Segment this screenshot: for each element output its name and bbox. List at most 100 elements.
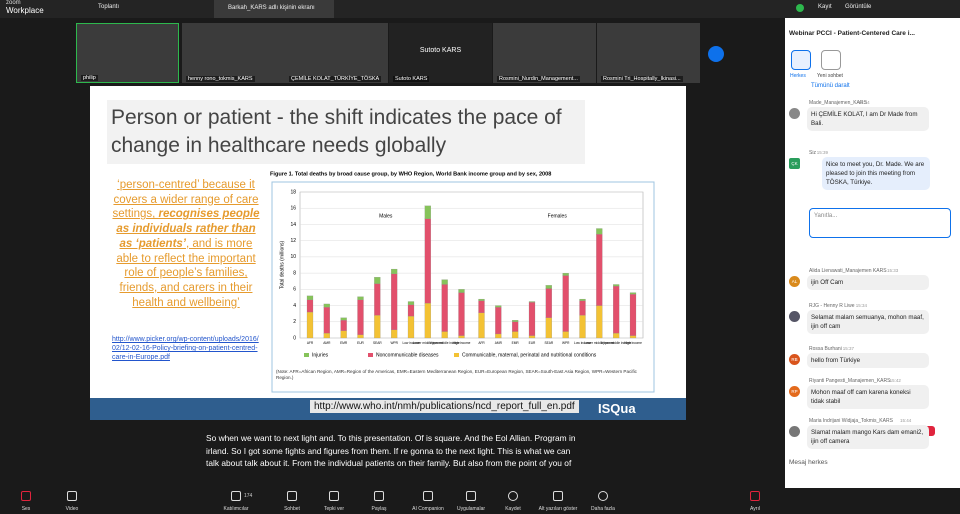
collapse[interactable]: Tümünü daralt bbox=[811, 83, 850, 89]
sender: Alida Lienawati_Manajemen KARS bbox=[809, 268, 887, 274]
bar-segment bbox=[579, 315, 586, 339]
tab-icon[interactable] bbox=[821, 50, 841, 70]
avatar: AL bbox=[789, 276, 800, 287]
bar-segment bbox=[596, 234, 603, 306]
bar-segment bbox=[424, 205, 431, 219]
tab-icon[interactable] bbox=[791, 50, 811, 70]
reply-input[interactable]: Yanıtla... bbox=[809, 208, 951, 238]
x-tick-label: Upper middle income bbox=[601, 341, 631, 345]
toolbar-label[interactable]: Katılımcılar bbox=[223, 506, 249, 512]
bar-segment bbox=[323, 307, 330, 334]
toolbar-label[interactable]: Kaydet bbox=[505, 506, 521, 512]
toolbar-label[interactable]: Tepki ver bbox=[323, 506, 344, 512]
toolbar-label[interactable]: Sohbet bbox=[284, 506, 300, 512]
toolbar-icon[interactable] bbox=[508, 491, 518, 501]
participant-name: Rosmini_Nurdin_Management... bbox=[497, 76, 580, 82]
x-tick-label: Lower middle income bbox=[413, 341, 443, 345]
toolbar: 174 Ses Video Katılımcılar Sohbet Tepki ver P… bbox=[0, 488, 960, 514]
bar-segment bbox=[478, 312, 485, 339]
toolbar-icon[interactable] bbox=[231, 491, 241, 501]
x-tick-label: Low income bbox=[574, 341, 591, 345]
toolbar-icon[interactable] bbox=[329, 491, 339, 501]
toolbar-icon[interactable] bbox=[750, 491, 760, 501]
shield bbox=[796, 4, 804, 12]
bar-segment bbox=[374, 315, 381, 339]
toolbar-label[interactable]: Paylaş bbox=[371, 506, 387, 512]
bar-segment bbox=[629, 335, 637, 339]
participant-name: henny rono_tokmis_KARS bbox=[186, 76, 255, 82]
toolbar-label[interactable]: Ses bbox=[21, 506, 31, 512]
next-page[interactable] bbox=[708, 46, 724, 62]
toolbar-icon[interactable] bbox=[423, 491, 433, 501]
bar-segment bbox=[495, 333, 502, 339]
message: Mohon maaf off cam karena koneksi tidak … bbox=[807, 385, 929, 409]
plot-area bbox=[299, 191, 644, 339]
bar-segment bbox=[441, 331, 448, 339]
chat-input[interactable]: Mesaj herkes bbox=[789, 459, 828, 466]
toolbar-icon[interactable] bbox=[374, 491, 384, 501]
toolbar-label[interactable]: Video bbox=[65, 506, 79, 512]
x-tick-label: SEAR bbox=[544, 341, 553, 345]
view[interactable]: Görüntüle bbox=[845, 4, 872, 10]
time: 15:37 bbox=[842, 346, 855, 351]
avatar: RB bbox=[789, 354, 800, 365]
toolbar-label[interactable]: Uygulamalar bbox=[456, 506, 486, 512]
bar-segment bbox=[391, 268, 398, 275]
group-label: Females bbox=[548, 213, 568, 219]
bar-segment bbox=[357, 299, 364, 335]
toolbar-icon[interactable] bbox=[287, 491, 297, 501]
toolbar-label[interactable]: Daha fazla bbox=[591, 506, 615, 512]
tab[interactable]: Toplantı bbox=[98, 4, 120, 10]
plot-frame bbox=[271, 181, 655, 393]
toolbar-icon[interactable] bbox=[466, 491, 476, 501]
x-tick-label: EUR bbox=[529, 341, 536, 345]
bar-segment bbox=[407, 304, 415, 317]
message: Nice to meet you, Dr. Made. We are pleas… bbox=[822, 157, 930, 190]
bar-segment bbox=[562, 275, 569, 332]
y-tick-label: 14 bbox=[290, 222, 296, 228]
chat-title: Webinar PCCI - Patient-Centered Care i..… bbox=[789, 30, 915, 37]
bar-segment bbox=[424, 303, 431, 339]
x-tick-label: High income bbox=[624, 341, 642, 345]
bar-segment bbox=[323, 303, 330, 308]
bar-segment bbox=[579, 300, 586, 316]
sender: RJG - Henny R Liwe bbox=[809, 303, 855, 309]
toolbar-label[interactable]: Ayrıl bbox=[750, 506, 760, 512]
sender: Riyanti Pangesti_Manajemen_KARS bbox=[809, 378, 891, 384]
message: hello from Türkiye bbox=[807, 353, 929, 368]
time: 15:44 bbox=[900, 418, 912, 423]
record[interactable]: Kayıt bbox=[818, 4, 832, 10]
bar-segment bbox=[562, 331, 569, 339]
bar-segment bbox=[528, 301, 536, 303]
slide-url: http://www.who.int/nmh/publications/ncd_… bbox=[310, 400, 579, 413]
toolbar-icon[interactable] bbox=[21, 491, 31, 501]
toolbar-icon[interactable] bbox=[598, 491, 608, 501]
toolbar-icon[interactable] bbox=[67, 491, 77, 501]
legend-label: Noncommunicable diseases bbox=[376, 352, 439, 358]
bar-segment bbox=[407, 316, 415, 339]
x-tick-label: SEAR bbox=[373, 341, 382, 345]
toolbar-label[interactable]: AI Companion bbox=[412, 506, 444, 512]
x-tick-label: EUR bbox=[357, 341, 364, 345]
bar-segment bbox=[340, 317, 347, 321]
tab-label[interactable]: Herkes bbox=[790, 73, 806, 79]
text-part: ‘person-centred’ because it covers a wid… bbox=[112, 179, 259, 221]
slide-link[interactable]: http://www.picker.org/wp-content/uploads… bbox=[112, 336, 259, 361]
toolbar-icon[interactable] bbox=[553, 491, 563, 501]
x-tick-label: EMR bbox=[340, 341, 348, 345]
tab-label[interactable]: Yeni sohbet bbox=[817, 73, 843, 79]
tab[interactable]: Barkah_KARS adlı kişinin ekranı bbox=[214, 0, 334, 18]
toolbar-label[interactable]: Alt yazıları göster bbox=[538, 506, 578, 512]
y-tick-label: 16 bbox=[290, 206, 296, 212]
bar-segment bbox=[407, 301, 415, 305]
bar-segment bbox=[545, 285, 552, 289]
message: Selamat malam semuanya, mohon maaf, ijin… bbox=[807, 310, 929, 334]
avatar bbox=[789, 108, 800, 119]
bar-segment bbox=[562, 273, 569, 276]
legend-swatch bbox=[368, 353, 373, 357]
y-tick-label: 18 bbox=[290, 189, 296, 195]
avatar bbox=[789, 426, 800, 437]
message: ijin Off Cam bbox=[807, 275, 929, 290]
bar-segment bbox=[458, 289, 465, 293]
